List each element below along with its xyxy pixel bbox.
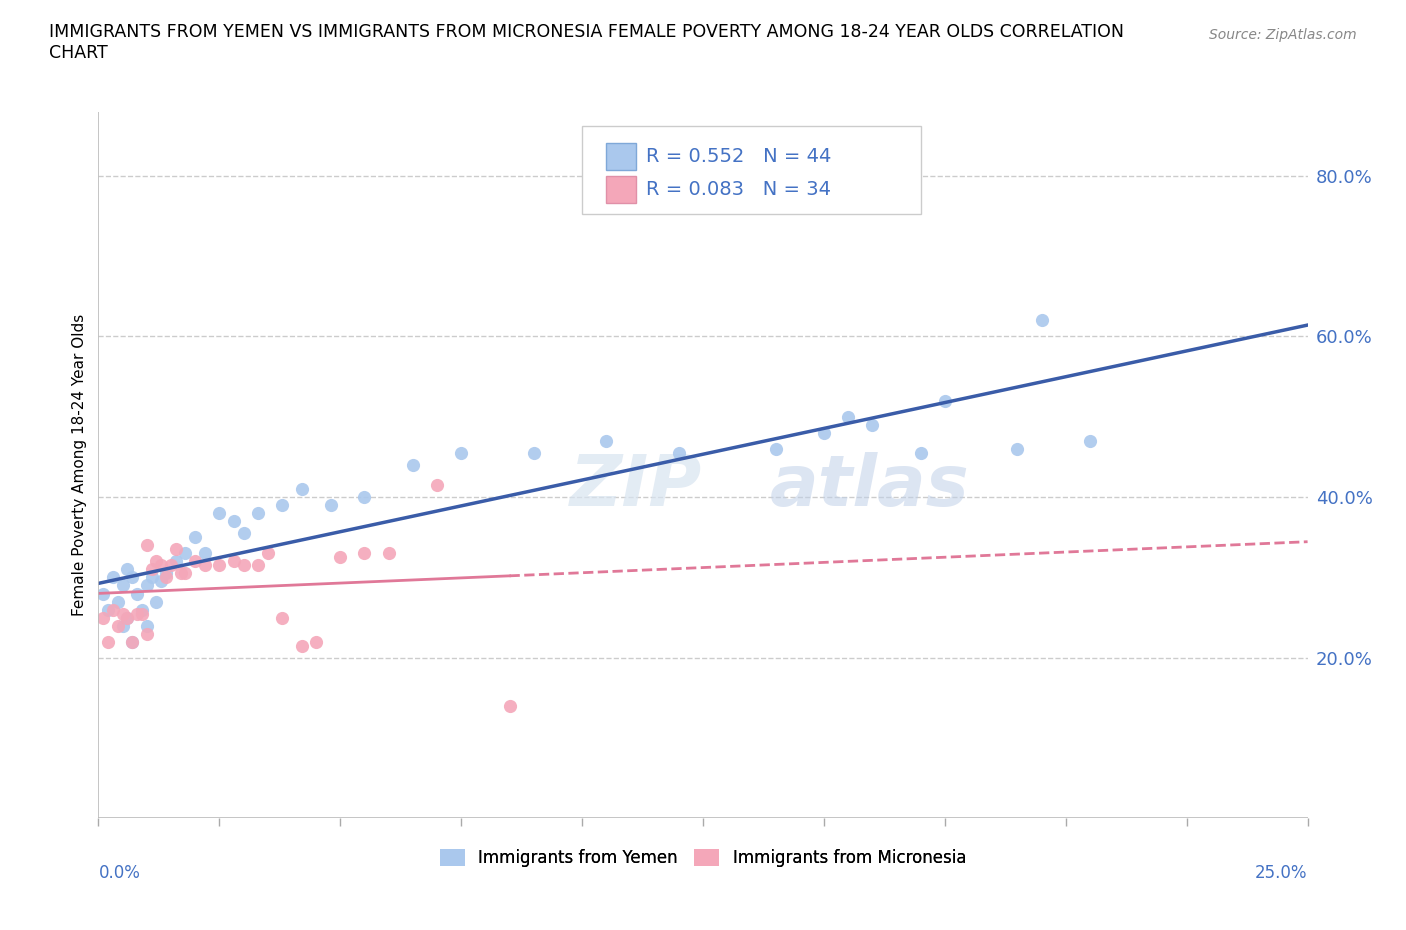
Point <box>174 546 197 561</box>
Point <box>117 610 139 625</box>
Point <box>668 445 690 460</box>
Point <box>155 566 177 581</box>
Point <box>232 525 254 540</box>
Point <box>910 445 932 460</box>
Point <box>194 558 217 573</box>
Point <box>498 698 520 713</box>
Y-axis label: Female Poverty Among 18-24 Year Olds: Female Poverty Among 18-24 Year Olds <box>72 314 87 617</box>
Point <box>222 513 245 528</box>
Text: R = 0.083   N = 34: R = 0.083 N = 34 <box>647 179 831 199</box>
Point <box>595 433 617 448</box>
Text: R = 0.552   N = 44: R = 0.552 N = 44 <box>647 147 831 166</box>
Point <box>150 574 173 589</box>
Point <box>247 506 270 521</box>
Point <box>121 570 143 585</box>
Point <box>353 490 375 505</box>
Point <box>127 606 149 621</box>
Point <box>184 554 207 569</box>
Point <box>135 538 157 552</box>
Point <box>141 570 163 585</box>
Point <box>184 530 207 545</box>
Point <box>426 478 449 493</box>
Point <box>319 498 342 512</box>
Point <box>97 602 120 617</box>
Text: ZIP: ZIP <box>569 452 702 521</box>
Point <box>117 610 139 625</box>
Point <box>91 586 114 601</box>
Point <box>1078 433 1101 448</box>
Point <box>145 554 167 569</box>
Point <box>523 445 546 460</box>
Point <box>271 610 294 625</box>
Point <box>165 554 187 569</box>
Point <box>131 606 153 621</box>
Point <box>329 550 352 565</box>
Point <box>91 610 114 625</box>
Point <box>150 558 173 573</box>
Point <box>402 458 425 472</box>
Point <box>271 498 294 512</box>
Point <box>208 558 231 573</box>
Point <box>131 602 153 617</box>
Point <box>208 506 231 521</box>
Text: atlas: atlas <box>769 452 969 521</box>
Point <box>111 606 134 621</box>
Point <box>145 594 167 609</box>
Point <box>160 558 183 573</box>
Point <box>135 578 157 593</box>
Point <box>101 570 124 585</box>
Point <box>111 618 134 633</box>
Bar <box>606 176 637 203</box>
Point <box>247 558 270 573</box>
Point <box>232 558 254 573</box>
Point <box>934 393 956 408</box>
Point <box>305 634 328 649</box>
Point <box>353 546 375 561</box>
Point <box>1007 442 1029 457</box>
Bar <box>606 142 637 169</box>
Point <box>107 594 129 609</box>
Point <box>111 578 134 593</box>
Point <box>222 554 245 569</box>
Point <box>121 634 143 649</box>
Point <box>169 566 191 581</box>
Text: Source: ZipAtlas.com: Source: ZipAtlas.com <box>1209 28 1357 42</box>
Point <box>101 602 124 617</box>
Point <box>290 482 312 497</box>
Point <box>290 638 312 653</box>
Text: IMMIGRANTS FROM YEMEN VS IMMIGRANTS FROM MICRONESIA FEMALE POVERTY AMONG 18-24 Y: IMMIGRANTS FROM YEMEN VS IMMIGRANTS FROM… <box>49 23 1125 62</box>
Point <box>450 445 472 460</box>
Legend: Immigrants from Yemen, Immigrants from Micronesia: Immigrants from Yemen, Immigrants from M… <box>433 843 973 873</box>
Point <box>141 562 163 577</box>
Text: 25.0%: 25.0% <box>1256 864 1308 883</box>
Point <box>765 442 787 457</box>
Point <box>377 546 399 561</box>
Point <box>155 570 177 585</box>
FancyBboxPatch shape <box>582 126 921 214</box>
Point <box>117 562 139 577</box>
Point <box>165 542 187 557</box>
Point <box>813 425 835 440</box>
Text: 0.0%: 0.0% <box>98 864 141 883</box>
Point <box>135 618 157 633</box>
Point <box>107 618 129 633</box>
Point <box>127 586 149 601</box>
Point <box>97 634 120 649</box>
Point <box>121 634 143 649</box>
Point <box>194 546 217 561</box>
Point <box>1031 313 1053 328</box>
Point <box>174 566 197 581</box>
Point <box>837 409 859 424</box>
Point <box>256 546 278 561</box>
Point <box>860 418 883 432</box>
Point <box>135 626 157 641</box>
